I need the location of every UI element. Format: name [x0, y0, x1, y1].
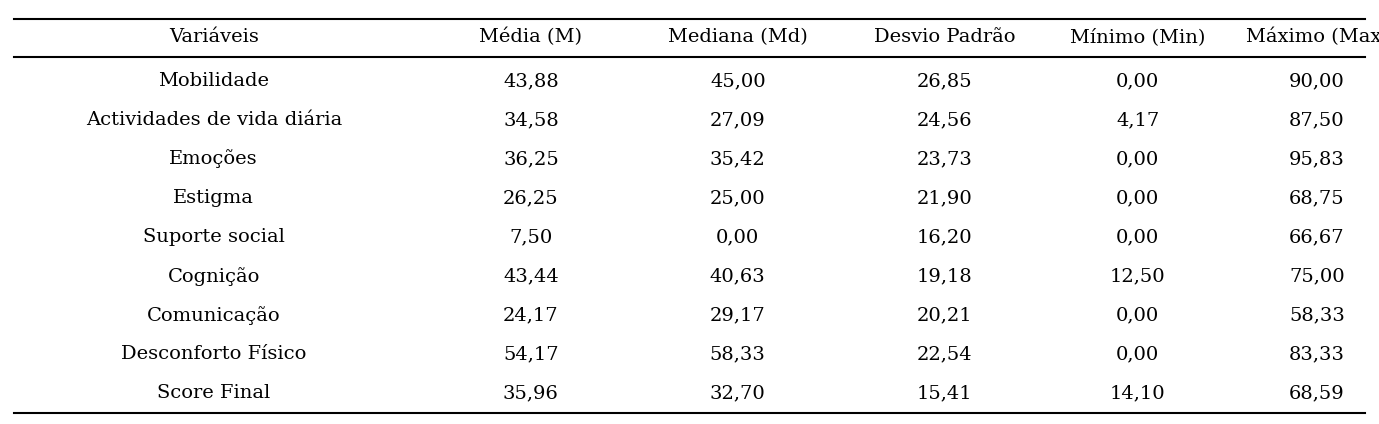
- Text: Variáveis: Variáveis: [168, 28, 259, 46]
- Text: 68,75: 68,75: [1289, 189, 1345, 207]
- Text: 27,09: 27,09: [710, 111, 765, 129]
- Text: Estigma: Estigma: [174, 189, 254, 207]
- Text: 45,00: 45,00: [710, 72, 765, 90]
- Text: Desvio Padrão: Desvio Padrão: [874, 28, 1015, 46]
- Text: Desconforto Físico: Desconforto Físico: [121, 345, 306, 363]
- Text: 54,17: 54,17: [503, 345, 558, 363]
- Text: 68,59: 68,59: [1289, 384, 1345, 402]
- Text: 83,33: 83,33: [1289, 345, 1345, 363]
- Text: 12,50: 12,50: [1110, 267, 1165, 285]
- Text: 19,18: 19,18: [917, 267, 972, 285]
- Text: 90,00: 90,00: [1289, 72, 1345, 90]
- Text: 75,00: 75,00: [1289, 267, 1345, 285]
- Text: 25,00: 25,00: [710, 189, 765, 207]
- Text: Emoções: Emoções: [170, 150, 258, 168]
- Text: Score Final: Score Final: [157, 384, 270, 402]
- Text: 16,20: 16,20: [917, 228, 972, 246]
- Text: 35,96: 35,96: [503, 384, 558, 402]
- Text: Mobilidade: Mobilidade: [159, 72, 269, 90]
- Text: 95,83: 95,83: [1289, 150, 1345, 168]
- Text: 15,41: 15,41: [917, 384, 972, 402]
- Text: 23,73: 23,73: [917, 150, 972, 168]
- Text: 0,00: 0,00: [716, 228, 760, 246]
- Text: 34,58: 34,58: [503, 111, 558, 129]
- Text: 14,10: 14,10: [1110, 384, 1165, 402]
- Text: Média (M): Média (M): [480, 28, 582, 47]
- Text: 0,00: 0,00: [1116, 150, 1160, 168]
- Text: 0,00: 0,00: [1116, 189, 1160, 207]
- Text: 35,42: 35,42: [710, 150, 765, 168]
- Text: 43,88: 43,88: [503, 72, 558, 90]
- Text: 4,17: 4,17: [1116, 111, 1160, 129]
- Text: 36,25: 36,25: [503, 150, 558, 168]
- Text: 7,50: 7,50: [509, 228, 553, 246]
- Text: Actividades de vida diária: Actividades de vida diária: [85, 111, 342, 129]
- Text: 32,70: 32,70: [710, 384, 765, 402]
- Text: Comunicação: Comunicação: [148, 306, 280, 324]
- Text: 26,85: 26,85: [917, 72, 972, 90]
- Text: 58,33: 58,33: [1289, 306, 1345, 324]
- Text: 58,33: 58,33: [710, 345, 765, 363]
- Text: 40,63: 40,63: [710, 267, 765, 285]
- Text: Cognição: Cognição: [168, 267, 259, 285]
- Text: 66,67: 66,67: [1289, 228, 1345, 246]
- Text: 0,00: 0,00: [1116, 72, 1160, 90]
- Text: 24,17: 24,17: [503, 306, 558, 324]
- Text: 21,90: 21,90: [917, 189, 972, 207]
- Text: Mediana (Md): Mediana (Md): [667, 28, 808, 46]
- Text: 43,44: 43,44: [503, 267, 558, 285]
- Text: Mínimo (Min): Mínimo (Min): [1070, 28, 1205, 46]
- Text: 29,17: 29,17: [710, 306, 765, 324]
- Text: 0,00: 0,00: [1116, 345, 1160, 363]
- Text: 20,21: 20,21: [917, 306, 972, 324]
- Text: 22,54: 22,54: [917, 345, 972, 363]
- Text: Suporte social: Suporte social: [143, 228, 284, 246]
- Text: 0,00: 0,00: [1116, 228, 1160, 246]
- Text: 26,25: 26,25: [503, 189, 558, 207]
- Text: 0,00: 0,00: [1116, 306, 1160, 324]
- Text: 87,50: 87,50: [1289, 111, 1345, 129]
- Text: 24,56: 24,56: [917, 111, 972, 129]
- Text: Máximo (Max): Máximo (Max): [1245, 28, 1379, 47]
